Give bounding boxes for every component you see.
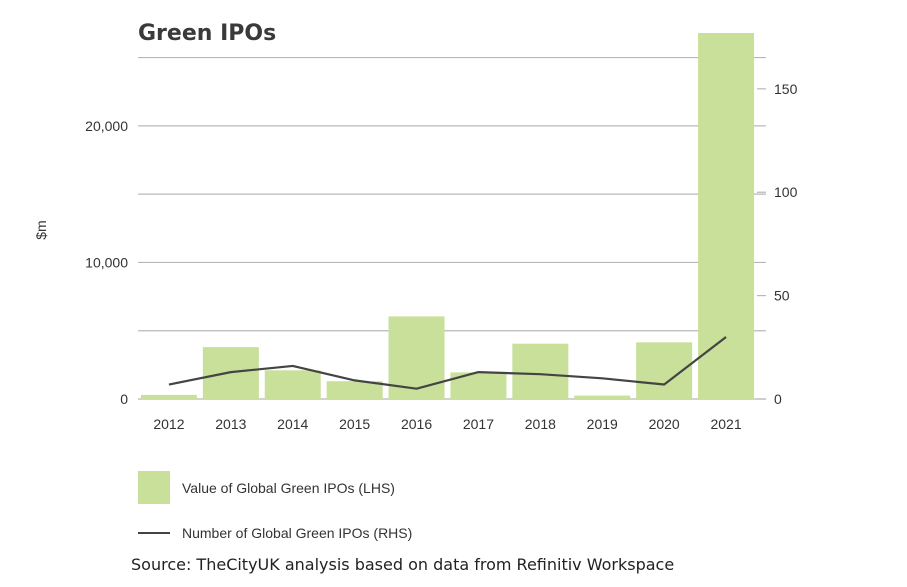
y-left-tick-label: 0 — [120, 391, 128, 407]
x-tick-label: 2017 — [463, 416, 494, 432]
bar-series — [140, 33, 755, 399]
y-right-tick-label: 150 — [774, 81, 798, 97]
x-tick-label: 2016 — [401, 416, 432, 432]
line-path — [168, 336, 727, 390]
legend-bar-swatch — [138, 471, 170, 504]
y-right-tick-label: 50 — [774, 288, 790, 304]
x-tick-label: 2014 — [277, 416, 308, 432]
x-tick-label: 2013 — [215, 416, 246, 432]
x-tick-label: 2020 — [649, 416, 680, 432]
bar-2014 — [264, 370, 321, 399]
y-left-tick-label: 20,000 — [85, 118, 128, 134]
bar-2015 — [326, 381, 383, 399]
legend-line-label: Number of Global Green IPOs (RHS) — [182, 525, 412, 541]
legend-bar-label: Value of Global Green IPOs (LHS) — [182, 480, 395, 496]
bar-2018 — [512, 343, 569, 399]
y-left-tick-label: 10,000 — [85, 254, 128, 270]
x-tick-label: 2018 — [525, 416, 556, 432]
x-tick-label: 2012 — [153, 416, 184, 432]
source-note: Source: TheCityUK analysis based on data… — [131, 555, 674, 574]
y-axis-left: 0 10,000 20,000 — [85, 118, 128, 407]
x-axis: 2012 2013 2014 2015 2016 2017 2018 2019 2020 2021 — [153, 416, 741, 432]
bar-2021 — [698, 33, 755, 399]
line-series — [168, 336, 727, 390]
bar-2019 — [574, 395, 631, 399]
bar-2012 — [140, 394, 197, 399]
y-axis-right: 0 50 100 150 — [757, 81, 798, 407]
y-axis-label: $m — [33, 220, 49, 239]
x-tick-label: 2021 — [710, 416, 741, 432]
x-tick-label: 2015 — [339, 416, 370, 432]
chart-title: Green IPOs — [138, 21, 276, 46]
y-right-tick-label: 100 — [774, 184, 798, 200]
y-right-tick-label: 0 — [774, 391, 782, 407]
x-tick-label: 2019 — [587, 416, 618, 432]
